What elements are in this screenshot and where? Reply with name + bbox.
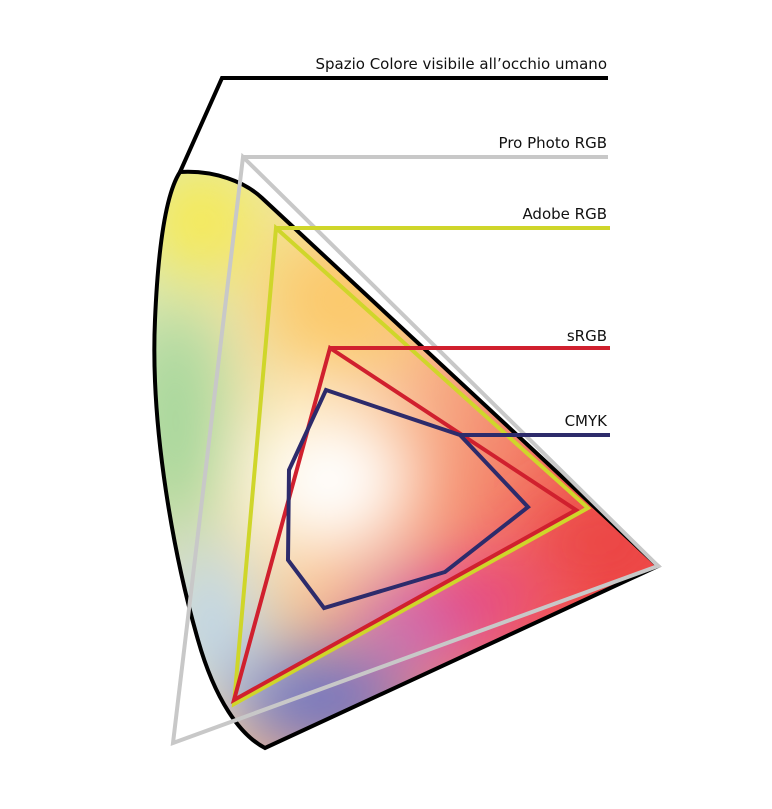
visible-leader bbox=[178, 76, 608, 173]
srgb-gamut bbox=[230, 344, 580, 705]
label: CMYK bbox=[565, 412, 609, 430]
prophoto-gamut bbox=[170, 152, 662, 746]
cmyk-gamut bbox=[285, 387, 531, 611]
color-fill bbox=[154, 171, 658, 748]
label: Spazio Colore visibile all’occhio umano bbox=[315, 55, 607, 73]
adobe-gamut bbox=[231, 223, 592, 708]
visible-outline bbox=[152, 169, 662, 751]
label: Pro Photo RGB bbox=[499, 134, 607, 152]
label: sRGB bbox=[567, 327, 607, 345]
label: Adobe RGB bbox=[522, 205, 607, 223]
